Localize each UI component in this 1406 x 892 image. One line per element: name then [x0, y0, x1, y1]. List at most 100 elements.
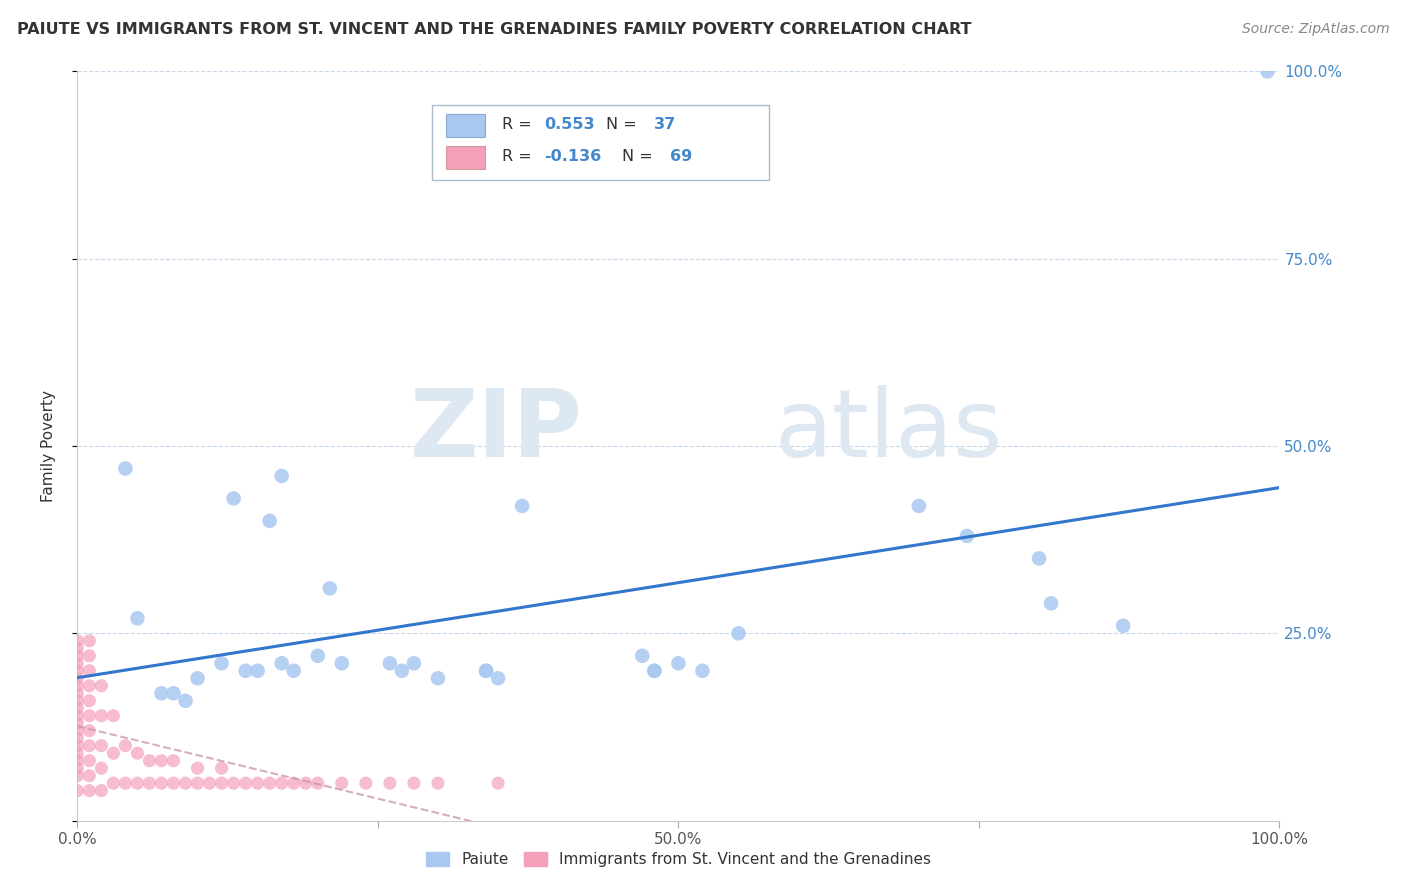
Point: [66, 723, 89, 738]
Point: [79, 664, 101, 678]
Point: [66, 731, 89, 746]
Point: [283, 664, 305, 678]
Point: [66, 679, 89, 693]
Point: [486, 671, 509, 685]
Point: [330, 657, 353, 671]
Point: [378, 657, 401, 671]
Text: atlas: atlas: [775, 385, 1002, 477]
Text: R =: R =: [502, 149, 537, 164]
Point: [956, 529, 979, 543]
Point: [283, 776, 305, 790]
Point: [103, 776, 125, 790]
FancyBboxPatch shape: [432, 105, 769, 180]
Point: [66, 686, 89, 700]
Point: [427, 776, 450, 790]
Point: [475, 664, 498, 678]
Legend: Paiute, Immigrants from St. Vincent and the Grenadines: Paiute, Immigrants from St. Vincent and …: [420, 846, 936, 873]
Point: [668, 657, 690, 671]
Point: [79, 769, 101, 783]
Text: PAIUTE VS IMMIGRANTS FROM ST. VINCENT AND THE GRENADINES FAMILY POVERTY CORRELAT: PAIUTE VS IMMIGRANTS FROM ST. VINCENT AN…: [17, 22, 972, 37]
Point: [90, 708, 112, 723]
Point: [692, 664, 714, 678]
Point: [259, 514, 281, 528]
Point: [908, 499, 931, 513]
Point: [162, 776, 184, 790]
Point: [150, 686, 173, 700]
Point: [307, 776, 329, 790]
Point: [66, 657, 89, 671]
Text: N =: N =: [621, 149, 658, 164]
Point: [114, 739, 136, 753]
Text: 69: 69: [671, 149, 692, 164]
Point: [259, 776, 281, 790]
Point: [66, 633, 89, 648]
Point: [79, 633, 101, 648]
Point: [294, 776, 316, 790]
Point: [162, 686, 184, 700]
Point: [127, 776, 149, 790]
Point: [103, 746, 125, 760]
Point: [270, 657, 292, 671]
Point: [186, 671, 209, 685]
Point: [66, 664, 89, 678]
Bar: [446, 146, 485, 169]
Point: [66, 746, 89, 760]
Point: [66, 761, 89, 775]
Point: [79, 754, 101, 768]
Point: [150, 776, 173, 790]
Point: [66, 671, 89, 685]
Point: [211, 657, 233, 671]
Point: [90, 739, 112, 753]
Point: [222, 776, 245, 790]
Point: [211, 776, 233, 790]
Point: [486, 776, 509, 790]
Point: [475, 664, 498, 678]
Point: [114, 776, 136, 790]
Point: [307, 648, 329, 663]
Point: [138, 776, 160, 790]
Point: [79, 708, 101, 723]
Point: [66, 708, 89, 723]
Point: [402, 657, 425, 671]
Point: [235, 776, 257, 790]
Point: [510, 499, 533, 513]
Text: -0.136: -0.136: [544, 149, 600, 164]
Point: [90, 761, 112, 775]
Point: [1112, 619, 1135, 633]
Point: [222, 491, 245, 506]
Point: [270, 469, 292, 483]
Point: [211, 761, 233, 775]
Point: [643, 664, 665, 678]
Text: ZIP: ZIP: [409, 385, 582, 477]
Point: [162, 754, 184, 768]
Text: R =: R =: [502, 117, 537, 132]
Point: [66, 694, 89, 708]
Point: [354, 776, 377, 790]
Point: [174, 776, 197, 790]
Point: [103, 708, 125, 723]
Point: [246, 776, 269, 790]
Point: [427, 671, 450, 685]
Point: [66, 648, 89, 663]
Point: [127, 746, 149, 760]
Point: [1256, 64, 1278, 78]
Bar: [446, 114, 485, 136]
Point: [1028, 551, 1050, 566]
Point: [79, 679, 101, 693]
Text: Source: ZipAtlas.com: Source: ZipAtlas.com: [1241, 22, 1389, 37]
Point: [79, 694, 101, 708]
Point: [90, 679, 112, 693]
Text: N =: N =: [606, 117, 643, 132]
Point: [186, 761, 209, 775]
Point: [330, 776, 353, 790]
Point: [319, 582, 342, 596]
Text: 0.553: 0.553: [544, 117, 595, 132]
Point: [114, 461, 136, 475]
Point: [66, 769, 89, 783]
Y-axis label: Family Poverty: Family Poverty: [42, 390, 56, 502]
Point: [79, 723, 101, 738]
Point: [79, 783, 101, 797]
Point: [631, 648, 654, 663]
Point: [138, 754, 160, 768]
Point: [66, 783, 89, 797]
